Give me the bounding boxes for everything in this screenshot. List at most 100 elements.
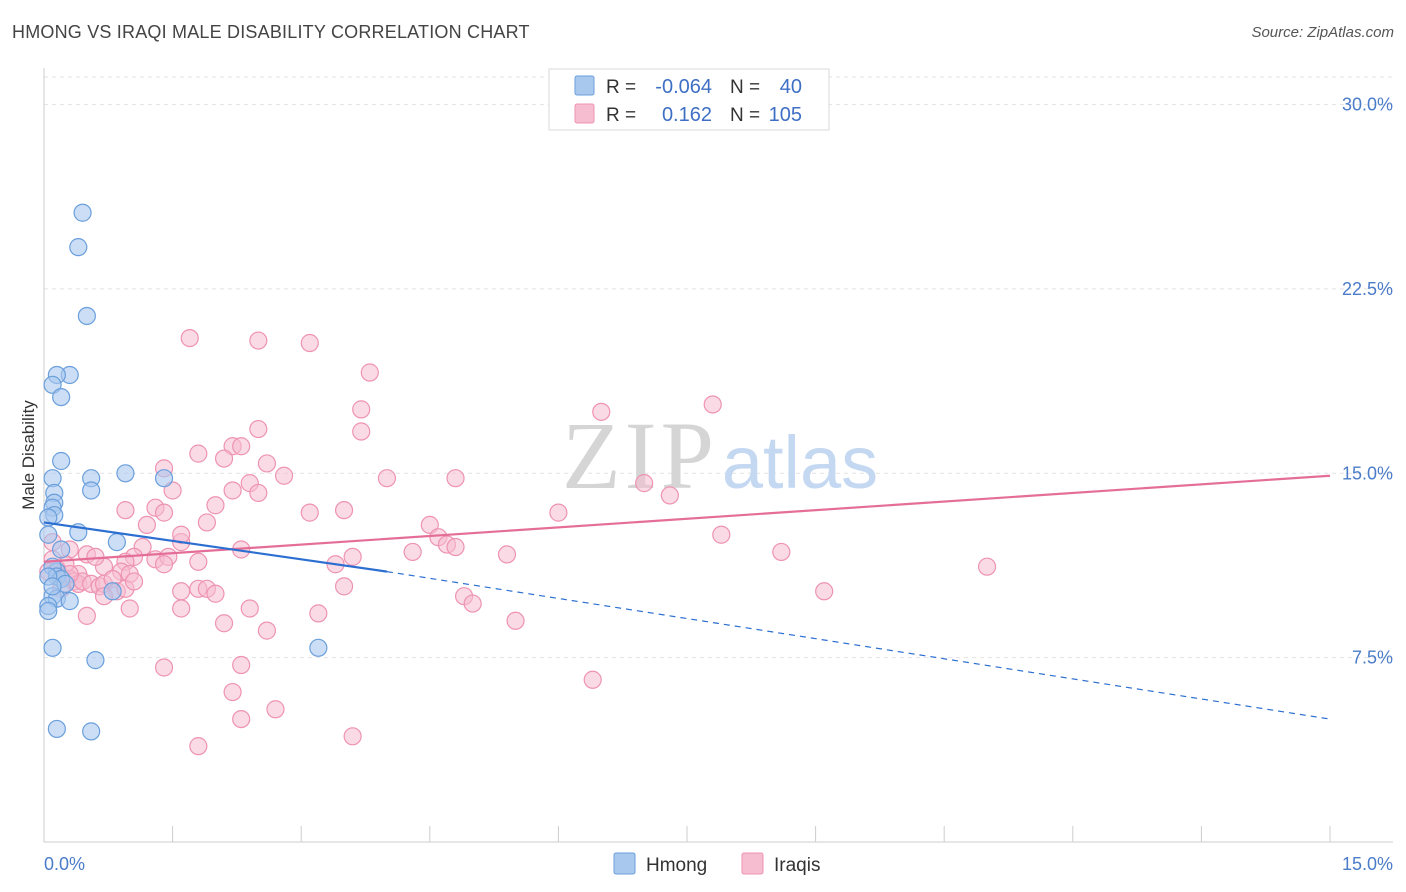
y-axis-label: Male Disability (19, 400, 38, 510)
iraqi-point (360, 363, 379, 382)
iraqi-point (420, 515, 439, 535)
iraqi-point (352, 422, 371, 441)
iraqi-point (180, 328, 199, 348)
iraqi-point (206, 584, 225, 603)
iraqi-point (249, 331, 268, 350)
iraqi-point (154, 658, 174, 677)
bottom-legend-label-iraqi: Iraqis (774, 855, 820, 876)
iraqi-point (463, 594, 482, 613)
hmong-point (154, 469, 174, 488)
iraqi-point (403, 542, 422, 562)
iraqi-point (343, 547, 362, 566)
iraqi-point (124, 572, 144, 591)
y-tick-label: 30.0% (1342, 95, 1393, 115)
iraqi-point (343, 727, 362, 746)
iraqi-point (223, 682, 242, 702)
legend-r-value-iraqi: 0.162 (662, 104, 712, 126)
hmong-point (77, 306, 96, 326)
x-tick-label-min: 0.0% (44, 854, 85, 874)
bottom-legend-swatch-hmong (613, 852, 636, 875)
y-tick-label: 7.5% (1352, 648, 1393, 668)
hmong-point (309, 638, 328, 657)
hmong-trend-line (43, 521, 388, 573)
iraqi-point (120, 599, 139, 618)
iraqi-point (334, 501, 354, 520)
hmong-point (43, 638, 62, 657)
trend-lines (43, 474, 1331, 720)
hmong-point (47, 719, 66, 739)
legend-r-value-hmong: -0.064 (655, 76, 712, 98)
legend-swatch-hmong (574, 75, 595, 96)
iraqi-point (300, 503, 319, 522)
hmong-trend-extension (386, 571, 1331, 720)
bottom-legend: Hmong Iraqis (613, 852, 820, 876)
legend-n-value-iraqi: 105 (769, 104, 802, 126)
hmong-point (82, 481, 101, 500)
iraqi-point (163, 481, 182, 500)
hmong-point (73, 203, 92, 222)
grid-lines (44, 76, 1393, 659)
legend-n-label-hmong: N = (730, 77, 760, 98)
legend-r-label-iraqi: R = (606, 105, 636, 126)
iraqi-point (977, 557, 997, 576)
iraqi-point (635, 474, 654, 493)
hmong-point (43, 375, 62, 394)
hmong-point (116, 464, 135, 483)
iraqi-point (154, 503, 174, 522)
bottom-legend-swatch-iraqi (741, 852, 764, 875)
iraqi-point (223, 481, 242, 500)
iraqi-point (257, 621, 277, 640)
iraqi-point (377, 469, 397, 488)
hmong-point (82, 722, 101, 741)
iraqi-point (197, 513, 216, 532)
legend: R = -0.064 N = 40 R = 0.162 N = 105 (548, 68, 830, 131)
y-tick-label: 22.5% (1342, 279, 1393, 299)
iraqi-point (703, 395, 722, 414)
iraqi-point (712, 525, 731, 544)
iraqi-point (300, 333, 319, 353)
y-tick-label: 15.0% (1342, 463, 1393, 483)
iraqi-point (240, 599, 259, 618)
x-tick-labels: 0.0% 15.0% (44, 854, 1393, 874)
iraqi-point (249, 419, 268, 439)
iraqi-point (232, 709, 251, 729)
iraqi-point (334, 577, 354, 596)
legend-n-label-iraqi: N = (730, 105, 760, 126)
iraqi-point (309, 604, 328, 623)
iraqi-point (249, 483, 268, 503)
iraqi-point (274, 466, 294, 485)
hmong-point (103, 582, 122, 601)
x-tick-label-max: 15.0% (1342, 854, 1393, 874)
hmong-point (86, 651, 105, 670)
iraqi-point (446, 537, 465, 557)
watermark: ZIP atlas (562, 402, 878, 509)
legend-r-label-hmong: R = (606, 77, 636, 98)
iraqi-point (154, 555, 174, 574)
iraqi-point (206, 496, 225, 515)
hmong-point (107, 533, 126, 552)
iraqi-point (592, 402, 611, 421)
source-label: Source: ZipAtlas.com (1251, 24, 1394, 41)
watermark-atlas: atlas (722, 421, 878, 504)
iraqi-point (352, 400, 371, 419)
iraqi-point (497, 545, 517, 564)
iraqi-point (232, 655, 251, 675)
axes (43, 68, 1393, 843)
hmong-point (39, 601, 58, 621)
iraqi-point (815, 582, 834, 601)
iraqi-point (214, 614, 234, 633)
iraqi-point (214, 449, 234, 468)
iraqi-point (660, 486, 679, 505)
hmong-point (52, 540, 71, 559)
bottom-legend-label-hmong: Hmong (646, 855, 707, 876)
iraqi-point (189, 737, 208, 756)
iraqi-point (266, 700, 285, 719)
iraqi-point (77, 606, 96, 625)
iraqi-point (189, 552, 208, 571)
legend-swatch-iraqi (574, 103, 595, 124)
iraqi-point (446, 469, 465, 488)
legend-n-value-hmong: 40 (780, 76, 802, 98)
iraqi-point (506, 611, 525, 630)
iraqi-point (549, 503, 568, 522)
hmong-point (60, 592, 79, 611)
